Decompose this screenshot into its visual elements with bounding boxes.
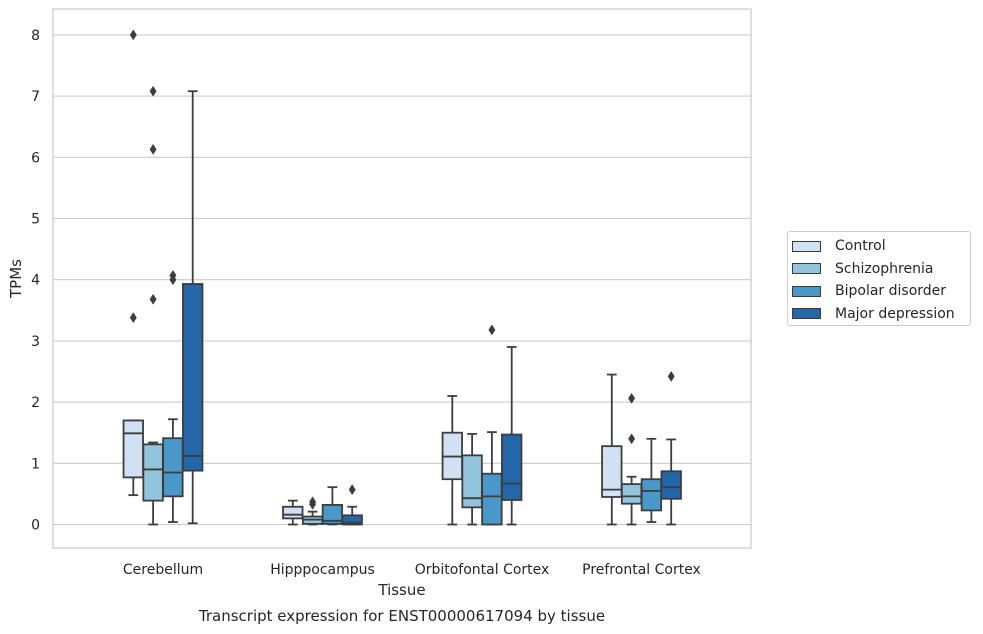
- chart-caption: Transcript expression for ENST0000061709…: [198, 607, 605, 625]
- outlier-point: [149, 293, 157, 305]
- legend: Control Schizophrenia Bipolar disorder M…: [787, 231, 971, 326]
- box: [620, 483, 643, 505]
- outlier-point: [628, 433, 636, 445]
- box-group: [501, 346, 523, 526]
- box-group: [481, 324, 503, 526]
- x-tick-label: Hipppocampus: [270, 562, 375, 578]
- box: [660, 470, 682, 500]
- outlier-point: [129, 312, 137, 324]
- box: [601, 445, 623, 498]
- box: [461, 454, 483, 509]
- x-axis-ticks: Cerebellum Hipppocampus Orbitofontal Corte…: [123, 562, 701, 578]
- box: [182, 283, 204, 472]
- legend-label-schizophrenia: Schizophrenia: [835, 260, 934, 277]
- box: [321, 504, 344, 525]
- legend-label-control: Control: [835, 238, 886, 255]
- outlier-point: [129, 29, 137, 41]
- x-tick-label: Prefrontal Cortex: [582, 562, 701, 578]
- y-tick-label: 7: [31, 89, 40, 105]
- box: [122, 419, 144, 479]
- box-group: [142, 85, 164, 526]
- outlier-point: [149, 143, 157, 155]
- box-group: [301, 496, 324, 526]
- box: [142, 443, 164, 502]
- box: [282, 505, 304, 520]
- outlier-point: [169, 269, 177, 281]
- outlier-point: [348, 484, 356, 496]
- legend-item-major-depression: Major depression: [792, 303, 970, 326]
- boxes-layer: [122, 29, 682, 526]
- box-group: [182, 90, 204, 525]
- y-tick-label: 4: [31, 273, 40, 289]
- box-group: [660, 370, 682, 526]
- legend-swatch-major-depression: [792, 308, 821, 320]
- box-group: [461, 433, 483, 526]
- legend-label-bipolar-disorder: Bipolar disorder: [835, 283, 947, 300]
- box: [481, 472, 503, 526]
- box: [640, 478, 663, 512]
- box-group: [601, 373, 623, 526]
- legend-item-bipolar-disorder: Bipolar disorder: [792, 280, 970, 303]
- y-axis-ticks: 0 1 2 3 4 5 6 7 8: [31, 28, 40, 534]
- y-tick-label: 5: [31, 212, 40, 228]
- x-axis-label: Tissue: [377, 581, 425, 599]
- plot-area-frame: [52, 8, 752, 549]
- outlier-point: [628, 392, 636, 404]
- box: [341, 514, 363, 526]
- box-group: [620, 392, 643, 526]
- y-tick-label: 0: [31, 518, 40, 534]
- legend-swatch-control: [792, 240, 821, 252]
- y-axis-label: TPMs: [7, 259, 25, 299]
- legend-label-major-depression: Major depression: [835, 305, 955, 322]
- legend-swatch-schizophrenia: [792, 263, 821, 275]
- y-tick-label: 8: [31, 28, 40, 44]
- outlier-point: [149, 85, 157, 97]
- box-group: [282, 499, 304, 526]
- x-tick-label: Orbitofontal Cortex: [415, 562, 550, 578]
- outlier-point: [309, 496, 317, 508]
- legend-item-schizophrenia: Schizophrenia: [792, 258, 970, 281]
- y-tick-label: 6: [31, 150, 40, 166]
- box-group: [321, 486, 344, 526]
- y-tick-label: 1: [31, 456, 40, 472]
- outlier-point: [667, 370, 675, 382]
- y-tick-label: 3: [31, 334, 40, 350]
- box-group: [441, 395, 463, 526]
- box-group: [341, 484, 363, 526]
- legend-item-control: Control: [792, 235, 970, 258]
- box: [162, 437, 184, 498]
- x-tick-label: Cerebellum: [123, 562, 203, 578]
- legend-swatch-bipolar-disorder: [792, 285, 821, 297]
- box-group: [122, 29, 144, 497]
- y-tick-label: 2: [31, 395, 40, 411]
- box-group: [162, 269, 184, 523]
- box: [501, 433, 523, 501]
- box-group: [640, 437, 663, 523]
- outlier-point: [488, 324, 496, 336]
